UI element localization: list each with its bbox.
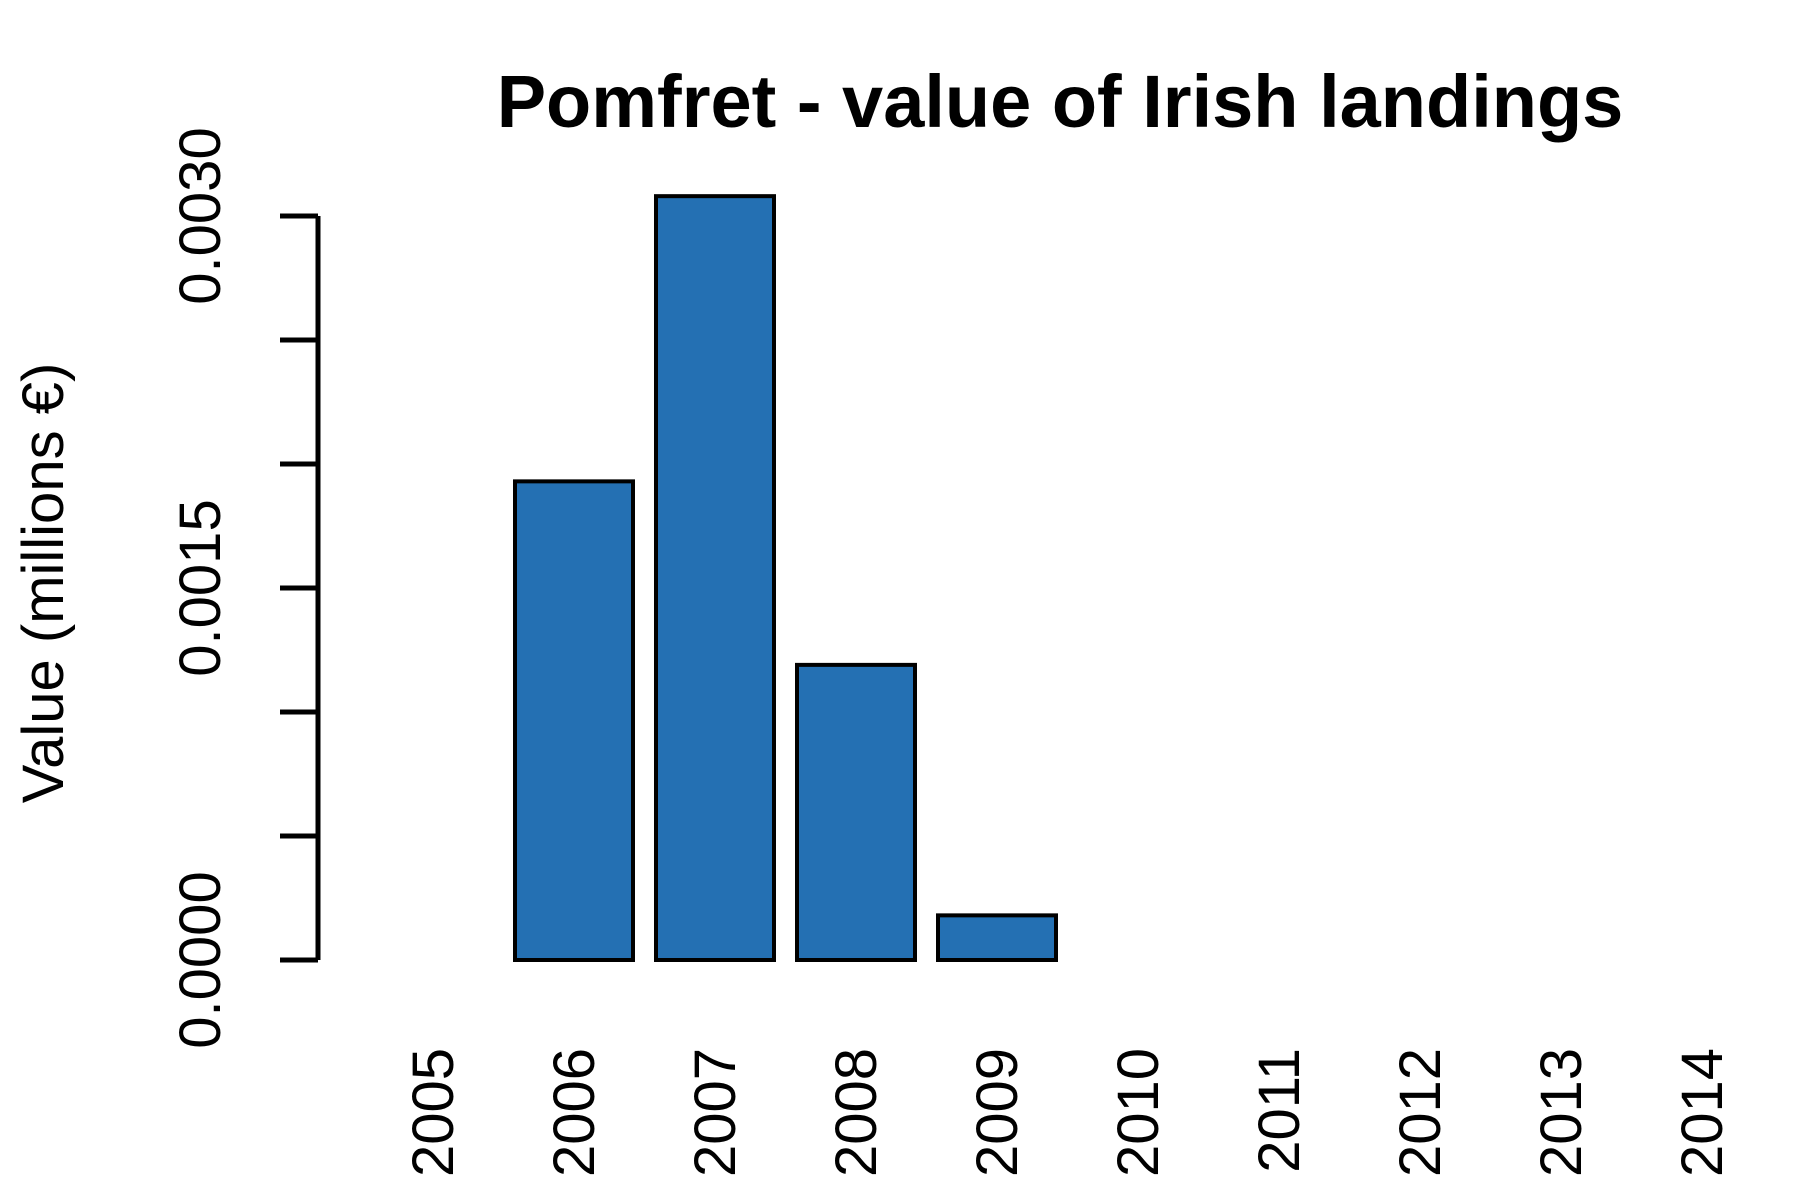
y-tick-label: 0.0000 xyxy=(168,871,233,1048)
x-tick-label: 2011 xyxy=(1247,1048,1312,1173)
chart-title: Pomfret - value of Irish landings xyxy=(497,60,1624,143)
bar-2008 xyxy=(795,662,917,962)
x-tick-label: 2008 xyxy=(824,1048,889,1177)
y-axis-label: Value (millions €) xyxy=(11,363,76,804)
bar-2007 xyxy=(654,194,776,963)
bar-2006 xyxy=(513,479,635,962)
x-tick-label: 2014 xyxy=(1670,1048,1735,1177)
x-tick-label: 2013 xyxy=(1529,1048,1594,1177)
y-tick-label: 0.0015 xyxy=(168,499,233,676)
x-tick-label: 2006 xyxy=(542,1048,607,1177)
bar-2009 xyxy=(936,913,1058,962)
x-tick-label: 2009 xyxy=(965,1048,1030,1177)
y-axis: 0.0000 0.0015 0.0030 xyxy=(168,127,321,1049)
x-tick-label: 2007 xyxy=(683,1048,748,1177)
x-tick-label: 2012 xyxy=(1388,1048,1453,1177)
x-tick-label: 2005 xyxy=(401,1048,466,1177)
y-tick-label: 0.0030 xyxy=(168,127,233,304)
x-tick-label: 2010 xyxy=(1106,1048,1171,1177)
x-axis-tick-labels: 2005 2006 2007 2008 2009 2010 2011 2012 2013 2014 xyxy=(401,1048,1735,1177)
bars xyxy=(513,194,1058,963)
